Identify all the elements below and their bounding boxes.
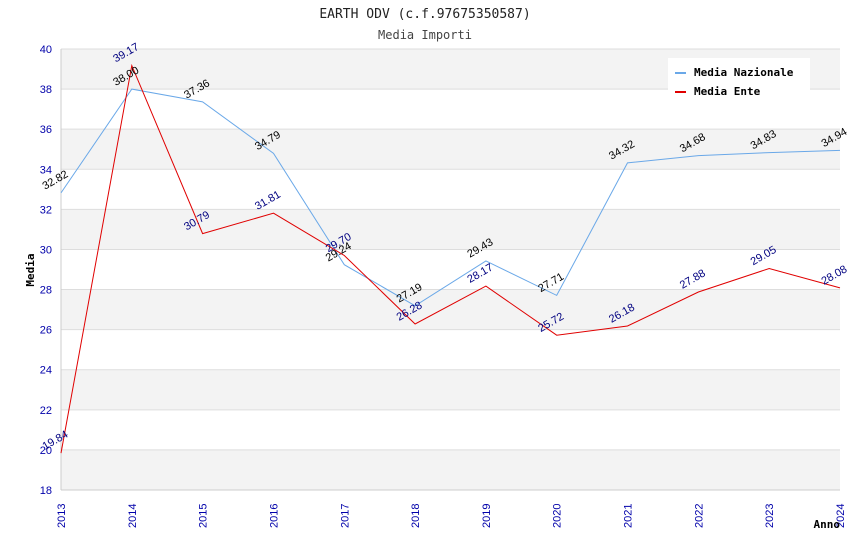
y-tick-label: 36 [40, 124, 52, 136]
y-tick-label: 20 [40, 445, 52, 457]
x-tick-label: 2013 [56, 504, 68, 528]
series-line-2 [60, 63, 841, 454]
y-axis-label: Media [24, 253, 37, 286]
x-tick-label: 2014 [127, 504, 139, 528]
legend-label: Media Ente [694, 85, 761, 98]
grid-band [61, 129, 840, 170]
x-tick-label: 2022 [693, 504, 705, 528]
x-tick-label: 2023 [764, 504, 776, 528]
y-tick-label: 26 [40, 325, 52, 337]
series-line-1 [60, 88, 841, 307]
y-tick-label: 40 [40, 44, 52, 56]
data-label: 28.08 [820, 263, 850, 287]
x-tick-label: 2017 [339, 504, 351, 528]
y-tick-label: 30 [40, 244, 52, 256]
series-lines [60, 63, 841, 454]
grid-bands [61, 49, 840, 490]
legend: Media Nazionale Media Ente [668, 58, 810, 101]
y-tick-label: 28 [40, 285, 52, 297]
x-tick-label: 2024 [835, 504, 847, 528]
x-tick-label: 2015 [198, 504, 210, 528]
chart-subtitle: Media Importi [378, 28, 472, 42]
legend-label: Media Nazionale [694, 66, 794, 79]
grid-band [61, 209, 840, 250]
data-label: 28.17 [465, 262, 495, 286]
y-tick-label: 18 [40, 485, 52, 497]
legend-box [668, 58, 810, 101]
x-tick-label: 2021 [623, 504, 635, 528]
y-tick-label: 22 [40, 405, 52, 417]
grid-band [61, 369, 840, 410]
x-tick-label: 2016 [268, 504, 280, 528]
x-tick-label: 2018 [410, 504, 422, 528]
grid-band [61, 289, 840, 330]
x-tick-labels: 2013 2014 2015 2016 2017 2018 2019 2020 2021 2022… [56, 504, 847, 528]
y-tick-labels: 18 20 22 24 26 28 30 32 34 36 38 40 [40, 44, 52, 497]
x-tick-label: 2020 [552, 504, 564, 528]
chart-title: EARTH ODV (c.f.97675350587) [319, 7, 530, 22]
x-tick-label: 2019 [481, 504, 493, 528]
x-axis-label: Anno [814, 518, 841, 531]
y-tick-label: 38 [40, 84, 52, 96]
y-tick-label: 32 [40, 204, 52, 216]
data-label: 27.88 [678, 267, 708, 291]
y-tick-label: 34 [40, 164, 52, 176]
axes [60, 49, 840, 491]
grid-lines [61, 48, 840, 491]
data-label: 19.84 [41, 429, 71, 453]
y-tick-label: 24 [40, 365, 52, 377]
grid-band [61, 449, 840, 490]
